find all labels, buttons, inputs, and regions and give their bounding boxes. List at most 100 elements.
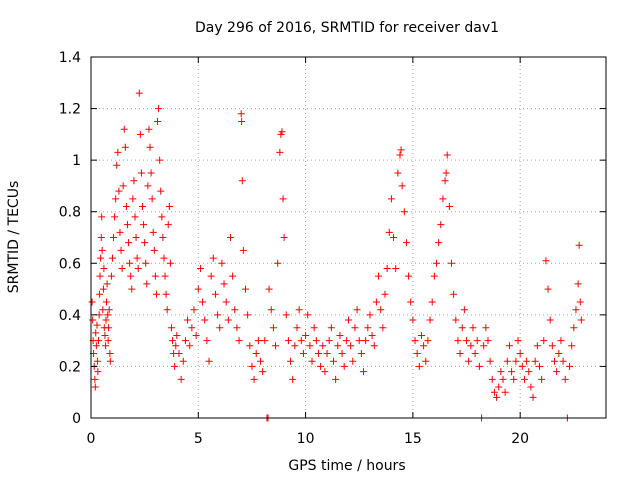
data-point: [295, 306, 303, 314]
data-point: [480, 342, 488, 350]
data-point: [163, 306, 171, 314]
data-point: [338, 350, 346, 358]
data-point: [321, 368, 329, 376]
data-point: [570, 324, 578, 332]
data-point: [287, 357, 295, 365]
data-point: [577, 316, 585, 324]
data-point: [456, 350, 464, 358]
data-point: [417, 331, 425, 339]
x-axis-ticks: 0 5 10 15 20: [87, 57, 529, 447]
data-point: [364, 324, 372, 332]
data-point: [362, 337, 370, 345]
data-point: [127, 272, 135, 280]
data-point: [194, 285, 202, 293]
data-point: [93, 357, 101, 365]
data-point: [442, 169, 450, 177]
data-point: [136, 130, 144, 138]
data-point: [216, 324, 224, 332]
grid-lines: [91, 57, 606, 418]
data-point: [390, 234, 398, 241]
data-point: [486, 357, 494, 365]
data-point: [398, 182, 406, 190]
data-point: [265, 285, 273, 293]
y-tick-label: 0.2: [59, 359, 81, 375]
data-point: [98, 246, 106, 254]
data-point: [99, 285, 107, 293]
data-point: [190, 306, 198, 314]
y-axis-ticks: 0 0.2 0.4 0.6 0.8 1 1.2 1.4: [59, 50, 606, 427]
data-point: [91, 375, 99, 383]
data-point: [323, 350, 331, 358]
data-point: [385, 228, 393, 236]
data-point: [473, 337, 481, 345]
data-point: [246, 342, 254, 350]
data-point: [484, 337, 492, 345]
data-point: [162, 290, 170, 298]
data-point: [128, 285, 136, 293]
data-point: [299, 350, 307, 358]
data-point: [96, 290, 104, 298]
data-point: [413, 350, 421, 358]
data-point: [402, 239, 410, 247]
data-point: [458, 324, 466, 332]
data-point: [546, 316, 554, 324]
data-point: [155, 105, 163, 113]
data-point: [527, 383, 535, 391]
data-point: [329, 357, 337, 365]
y-tick-label: 1: [72, 153, 81, 169]
data-point: [242, 285, 249, 293]
data-point: [165, 203, 173, 211]
data-point: [383, 264, 391, 272]
data-point: [122, 203, 130, 211]
data-point: [144, 182, 152, 190]
data-point: [179, 357, 187, 365]
data-point: [199, 298, 207, 306]
data-point: [274, 259, 282, 267]
data-point: [203, 337, 211, 345]
data-point: [499, 375, 507, 383]
data-point: [131, 213, 139, 221]
data-point: [559, 357, 567, 365]
data-point: [181, 337, 189, 345]
data-point: [293, 324, 301, 332]
data-point: [132, 234, 140, 241]
x-tick-label: 0: [87, 431, 96, 447]
data-point: [488, 375, 496, 383]
y-tick-label: 0.8: [59, 205, 81, 221]
data-point: [400, 208, 408, 216]
data-point: [553, 368, 561, 376]
data-point: [103, 280, 111, 288]
data-point: [173, 331, 181, 339]
data-point: [142, 259, 150, 267]
data-point: [112, 195, 120, 203]
data-point: [525, 368, 533, 376]
data-point: [334, 342, 342, 350]
data-point: [319, 342, 327, 350]
data-point: [407, 298, 415, 306]
data-point: [104, 311, 112, 319]
data-point: [97, 254, 105, 262]
data-point: [279, 195, 287, 203]
data-point: [375, 272, 383, 280]
data-point: [233, 324, 241, 332]
data-point: [542, 257, 550, 265]
data-point: [141, 239, 149, 247]
data-point: [106, 357, 114, 365]
data-point: [551, 357, 558, 365]
data-point: [439, 195, 447, 203]
data-point: [503, 357, 511, 365]
data-point: [164, 221, 172, 229]
data-point: [154, 117, 162, 125]
data-point: [469, 324, 477, 332]
data-point: [252, 350, 260, 358]
data-point: [325, 337, 333, 345]
data-point: [310, 324, 318, 332]
data-point: [129, 195, 137, 203]
data-point: [304, 311, 312, 319]
data-point: [347, 342, 355, 350]
data-point: [151, 272, 159, 280]
data-point: [566, 362, 574, 370]
data-point: [366, 311, 374, 319]
data-point: [150, 246, 158, 254]
data-point: [445, 203, 453, 211]
